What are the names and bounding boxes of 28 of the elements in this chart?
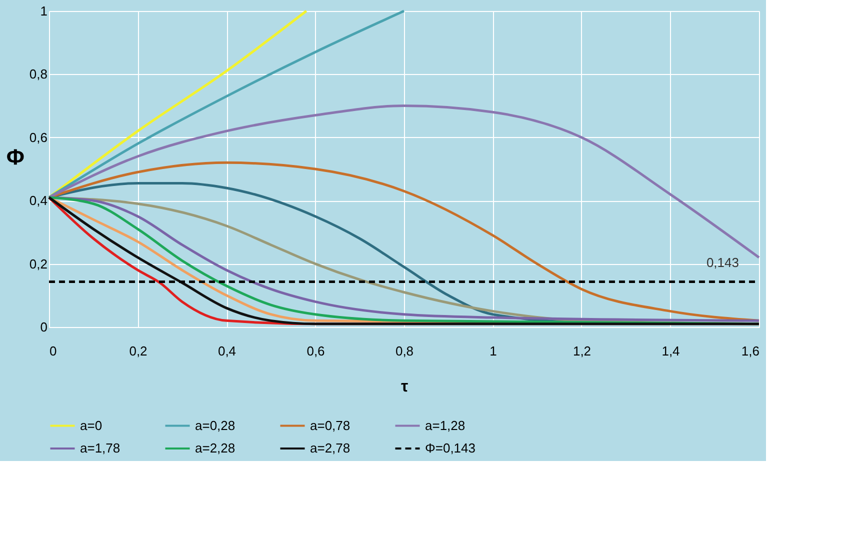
x-tick-label: 1 bbox=[490, 344, 497, 358]
y-tick-label: 1 bbox=[40, 4, 48, 18]
y-tick-label: 0,8 bbox=[29, 66, 48, 82]
y-tick-label: 0,4 bbox=[29, 193, 48, 208]
legend-label: a=2,78 bbox=[310, 440, 350, 456]
legend-label: a=2,28 bbox=[195, 440, 236, 456]
line-series bbox=[48, 10, 308, 199]
x-tick-label: 0,4 bbox=[218, 344, 236, 358]
x-tick-label: 0,6 bbox=[306, 344, 325, 358]
legend-label: a=0 bbox=[80, 418, 102, 433]
y-tick-label: 0,6 bbox=[29, 130, 48, 145]
x-tick-label: 0,2 bbox=[129, 344, 148, 358]
x-tick-label: 0,8 bbox=[395, 344, 414, 358]
legend-label: a=1,28 bbox=[425, 418, 466, 433]
x-tick-label: 0 bbox=[50, 344, 57, 358]
legend-label: Φ=0,143 bbox=[425, 440, 476, 456]
y-tick-label: 0,2 bbox=[29, 256, 48, 272]
legend-label: a=0,28 bbox=[195, 418, 236, 433]
x-tick-label: 1,2 bbox=[572, 344, 592, 358]
y-axis-title: Φ bbox=[6, 144, 24, 170]
legend-label: a=1,78 bbox=[80, 440, 120, 456]
line-series bbox=[48, 104, 760, 259]
legend-label: a=0,78 bbox=[310, 418, 350, 433]
x-tick-label: 1,4 bbox=[662, 344, 680, 358]
y-tick-label: 0 bbox=[40, 320, 48, 334]
x-tick-label: 1,6 bbox=[741, 344, 760, 358]
x-axis-title: τ bbox=[400, 378, 408, 396]
annotation: 0,143 bbox=[706, 255, 739, 270]
